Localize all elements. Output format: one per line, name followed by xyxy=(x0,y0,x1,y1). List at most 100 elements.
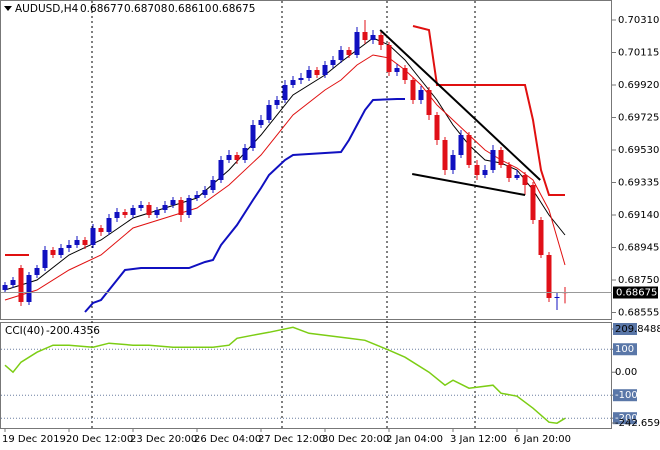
symbol: AUDUSD,H4 xyxy=(15,3,79,15)
high-value: 0.68708 xyxy=(124,3,167,15)
candle-body xyxy=(58,248,64,255)
candle-body xyxy=(522,175,528,185)
candle-body xyxy=(26,275,32,302)
candle-body xyxy=(282,85,288,100)
x-tick-label: 23 Dec 20:00 xyxy=(130,434,197,445)
level-box xyxy=(613,343,637,356)
level-box xyxy=(613,323,637,335)
y-tick-label: 0.69140 xyxy=(618,210,659,221)
candle-body xyxy=(402,68,408,80)
candle-body xyxy=(74,240,80,245)
candle-body xyxy=(362,32,368,40)
candle-body xyxy=(242,148,248,160)
candle-body xyxy=(506,165,512,178)
y-tick-label: 0.00 xyxy=(615,367,637,378)
candle-body xyxy=(482,170,488,175)
band-line xyxy=(84,98,405,313)
candle-body xyxy=(122,212,128,215)
candle-body xyxy=(170,200,176,205)
y-tick-label: 0.70115 xyxy=(618,48,659,59)
candle-body xyxy=(386,45,392,72)
y-tick-label: 0.69335 xyxy=(618,178,659,189)
candle-body xyxy=(546,255,552,298)
x-tick-label: 3 Jan 12:00 xyxy=(450,434,507,445)
candle-body xyxy=(50,250,56,255)
candle-body xyxy=(226,155,232,160)
candle-body xyxy=(394,68,400,72)
candle-body xyxy=(410,80,416,100)
candle-body xyxy=(538,220,544,255)
y-tick-label: 0.68750 xyxy=(618,275,659,286)
x-tick-label: 26 Dec 04:00 xyxy=(194,434,261,445)
x-tick-label: 19 Dec 2019 xyxy=(2,434,66,445)
candle-body xyxy=(34,268,40,275)
candle-body xyxy=(18,268,24,302)
candle-body xyxy=(82,240,88,245)
band-line xyxy=(5,25,565,256)
trend-line xyxy=(412,173,526,196)
main-pane xyxy=(0,0,612,320)
y-tick-label: 0.68945 xyxy=(618,243,659,254)
candle-body xyxy=(474,165,480,175)
y-tick-label: 0.70310 xyxy=(618,15,659,26)
candle-body xyxy=(458,135,464,155)
candle-body xyxy=(130,208,136,215)
x-tick-label: 6 Jan 20:00 xyxy=(514,434,571,445)
y-tick-label: -200 xyxy=(615,413,638,424)
candle-body xyxy=(514,175,520,178)
candle-body xyxy=(218,160,224,180)
candle-body xyxy=(234,155,240,160)
candle-body xyxy=(274,100,280,105)
candle-body xyxy=(266,105,272,120)
trend-line xyxy=(379,29,541,181)
close-value: 0.68675 xyxy=(212,3,255,15)
candle-body xyxy=(42,250,48,268)
indicator-pane xyxy=(0,322,612,429)
candle-body xyxy=(202,190,208,195)
candle-body xyxy=(186,198,192,215)
y-tick-label: 209.8488 xyxy=(615,324,660,335)
candle-body xyxy=(442,140,448,170)
indicator-line xyxy=(4,326,566,424)
y-tick-label: 0.69530 xyxy=(618,145,659,156)
candle-body xyxy=(338,50,344,60)
candle-body xyxy=(450,155,456,170)
candle-body xyxy=(2,285,8,290)
candle-body xyxy=(530,185,536,220)
day-separators xyxy=(91,1,476,428)
y-tick-label: -242.6591 xyxy=(615,418,660,429)
candle-body xyxy=(330,60,336,65)
level-box xyxy=(613,389,637,402)
candle-body xyxy=(370,35,376,40)
candle-body xyxy=(434,115,440,140)
candle-body xyxy=(498,150,504,165)
candle-body xyxy=(298,78,304,80)
candle-body xyxy=(138,205,144,208)
candle-body xyxy=(146,205,152,215)
candle-body xyxy=(346,50,352,55)
price-box xyxy=(613,286,658,299)
indicator-title: CCI(40) xyxy=(5,325,44,337)
y-tick-label: 0.69725 xyxy=(618,113,659,124)
candle-body xyxy=(194,195,200,198)
candle-body xyxy=(426,90,432,115)
candle-body xyxy=(354,32,360,55)
candle-body xyxy=(178,200,184,215)
candle-body xyxy=(66,245,72,248)
x-tick-label: 20 Dec 12:00 xyxy=(66,434,133,445)
candle-body xyxy=(98,228,104,232)
candle-body xyxy=(290,80,296,85)
y-tick-label: 0.68555 xyxy=(618,308,659,319)
candle-body xyxy=(322,65,328,75)
candle-body xyxy=(154,210,160,215)
level-box xyxy=(613,412,637,425)
open-value: 0.68677 xyxy=(80,3,123,15)
candle-body xyxy=(10,280,16,285)
candle-body xyxy=(210,180,216,190)
candle-body xyxy=(314,70,320,75)
menu-icon xyxy=(4,6,12,11)
low-value: 0.68610 xyxy=(168,3,211,15)
candle-body xyxy=(378,35,384,45)
